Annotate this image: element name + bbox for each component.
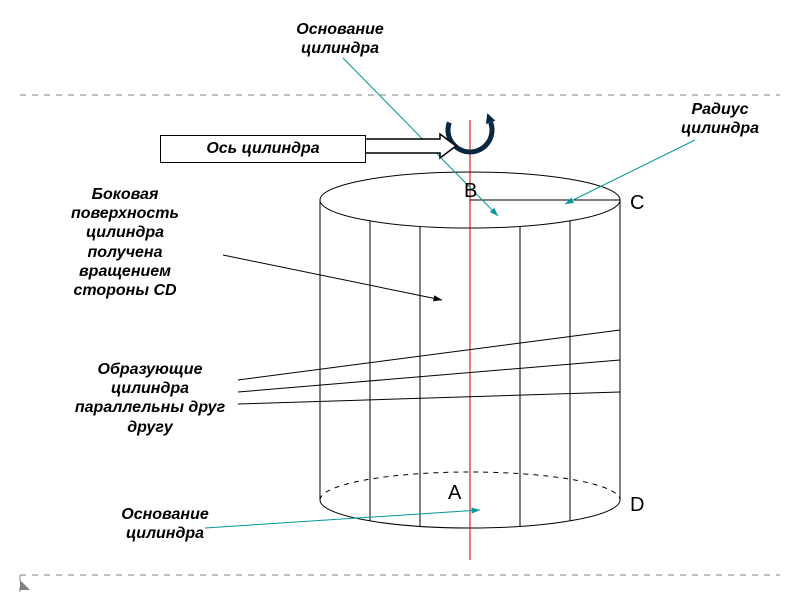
diagram-stage: { "canvas": { "w": 800, "h": 600, "bg": … [0,0,800,600]
point-C: C [630,192,644,215]
point-D: D [630,494,644,517]
label-lateral: Боковая поверхность цилиндра получена вр… [30,185,220,300]
label-axis: Ось цилиндра [160,135,366,163]
point-A: A [448,482,461,505]
label-base-top: Основание цилиндра [270,20,410,58]
label-generators: Образующие цилиндра параллельны друг дру… [40,360,260,437]
point-B: B [464,180,477,203]
label-radius: Радиус цилиндра [660,100,780,138]
label-base-bot: Основание цилиндра [95,505,235,543]
